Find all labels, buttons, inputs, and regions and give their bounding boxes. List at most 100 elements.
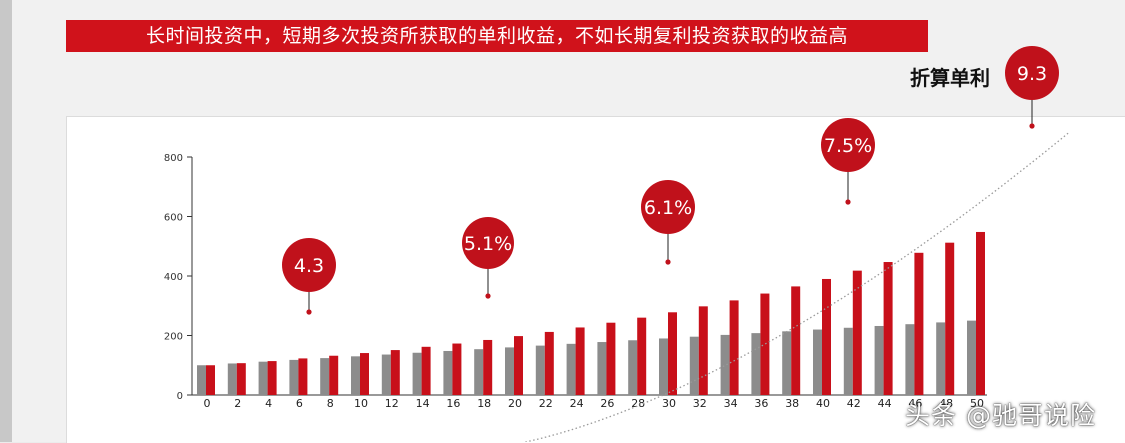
bar-gray	[905, 324, 915, 395]
x-tick-label: 16	[446, 397, 460, 410]
bar-gray	[936, 322, 946, 395]
bar-gray	[412, 352, 422, 395]
x-tick-label: 30	[662, 397, 676, 410]
callout-bubble	[821, 118, 875, 172]
x-tick-label: 20	[508, 397, 522, 410]
bar-red	[514, 336, 523, 395]
bar-red	[668, 312, 677, 395]
callout-dot	[665, 259, 671, 265]
bar-red	[976, 231, 985, 395]
bar-gray	[505, 347, 514, 395]
bar-gray	[289, 359, 299, 395]
x-tick-label: 40	[816, 397, 830, 410]
bar-red	[791, 286, 801, 395]
bar-gray	[197, 365, 206, 395]
trend-curve	[522, 131, 1071, 442]
bar-red	[421, 346, 431, 395]
x-tick-label: 42	[847, 397, 861, 410]
bar-gray	[381, 354, 391, 395]
bar-red	[452, 343, 462, 395]
watermark: 头条 @驰哥说险	[905, 401, 1096, 430]
bar-red	[945, 242, 955, 395]
x-tick-label: 46	[908, 397, 922, 410]
x-tick-label: 26	[600, 397, 614, 410]
callout-bubble	[641, 180, 695, 234]
callout-bubble	[1005, 46, 1059, 100]
bar-red	[822, 278, 831, 395]
y-tick-label: 0	[177, 391, 183, 402]
bar-gray	[227, 363, 237, 395]
x-tick-label: 4	[265, 397, 272, 410]
bar-red	[267, 361, 277, 395]
callout-dot	[1029, 123, 1035, 129]
y-tick-label: 200	[164, 332, 183, 343]
y-tick-label: 600	[164, 213, 183, 224]
bar-red	[544, 331, 554, 395]
headline-banner: 长时间投资中，短期多次投资所获取的单利收益，不如长期复利投资获取的收益高	[66, 20, 928, 52]
x-tick-label: 28	[631, 397, 645, 410]
bar-gray	[813, 329, 822, 395]
bar-gray	[720, 334, 730, 395]
bar-gray	[320, 358, 330, 395]
bar-red	[483, 339, 493, 395]
bar-gray	[535, 345, 545, 395]
bar-red	[729, 300, 739, 395]
bar-gray	[474, 349, 484, 395]
x-tick-label: 32	[693, 397, 707, 410]
callout-dot	[306, 309, 312, 315]
x-tick-label: 48	[939, 397, 953, 410]
bar-gray	[874, 325, 884, 395]
bar-red	[206, 365, 215, 395]
callout-dot	[845, 199, 851, 205]
callout-bubble	[462, 217, 514, 269]
x-tick-label: 24	[570, 397, 584, 410]
x-tick-label: 8	[327, 397, 334, 410]
callout-label: 6.1%	[644, 197, 692, 219]
bar-red	[698, 306, 708, 395]
bar-gray	[566, 343, 576, 395]
callout-label: 7.5%	[824, 135, 872, 157]
x-tick-label: 10	[354, 397, 368, 410]
x-tick-label: 14	[416, 397, 430, 410]
left-edge-strip	[0, 0, 12, 442]
side-label: 折算单利	[910, 66, 990, 90]
callout-label: 5.1%	[464, 233, 512, 255]
bar-gray	[843, 327, 853, 395]
callout-dot	[485, 293, 491, 299]
bar-red	[914, 252, 924, 395]
bar-gray	[659, 338, 668, 395]
x-tick-label: 34	[724, 397, 738, 410]
bar-red	[883, 262, 893, 395]
bar-red	[329, 355, 339, 395]
bar-red	[298, 358, 308, 395]
x-tick-label: 6	[296, 397, 303, 410]
bar-red	[606, 322, 616, 395]
x-tick-label: 50	[970, 397, 984, 410]
callout-label: 4.3	[294, 255, 324, 277]
bar-red	[852, 270, 862, 395]
bar-gray	[597, 342, 607, 395]
bar-gray	[967, 320, 976, 395]
bar-gray	[782, 331, 792, 395]
bar-red	[360, 353, 369, 395]
bar-gray	[628, 340, 638, 395]
bar-red	[236, 363, 246, 395]
callout-label: 9.3	[1017, 63, 1047, 85]
x-tick-label: 18	[477, 397, 491, 410]
bar-gray	[258, 361, 268, 395]
x-tick-label: 22	[539, 397, 553, 410]
x-tick-label: 44	[878, 397, 892, 410]
x-tick-label: 2	[234, 397, 241, 410]
bar-gray	[689, 336, 699, 395]
bar-gray	[351, 356, 360, 395]
bar-gray	[751, 333, 761, 395]
y-tick-label: 400	[164, 272, 183, 283]
x-tick-label: 12	[385, 397, 399, 410]
x-tick-label: 38	[785, 397, 799, 410]
bar-red	[390, 350, 400, 395]
bar-red	[637, 317, 647, 395]
y-tick-label: 800	[164, 153, 183, 164]
x-tick-label: 0	[204, 397, 211, 410]
callout-bubble	[282, 238, 336, 292]
